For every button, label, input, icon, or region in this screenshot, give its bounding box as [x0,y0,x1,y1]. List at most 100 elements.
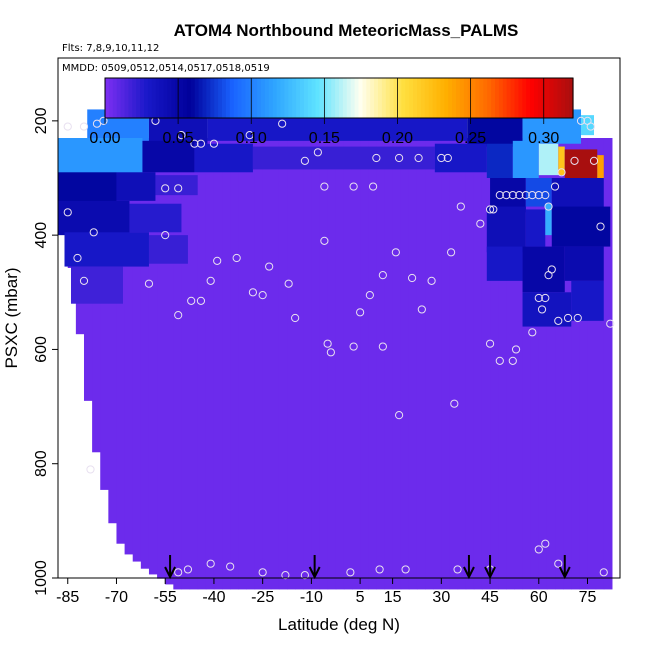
colorbar-segment [401,78,406,118]
heatmap-cell [457,138,467,590]
heatmap-cell [116,138,126,544]
colorbar-segment [296,78,301,118]
colorbar-segment [147,78,153,118]
colorbar-segment [112,78,118,118]
colorbar-segment [549,78,555,118]
colorbar-segment [198,78,204,118]
colorbar-segment [335,78,340,118]
colorbar-segment [374,78,379,118]
colorbar-segment [432,78,438,118]
heatmap-cell [481,138,491,590]
colorbar-segment [222,78,227,118]
heatmap-cell [230,138,239,590]
colorbar-segment [323,78,328,118]
x-tick-label: 75 [579,589,597,606]
heatmap-cell [551,206,611,247]
sample-point [346,568,355,577]
sample-point [528,191,537,200]
heatmap-cell [564,246,604,281]
sample-point [414,153,423,163]
sample-point [547,265,556,274]
sample-point [187,296,196,305]
sample-point [281,571,290,580]
x-tick-label: -10 [300,589,323,606]
colorbar-segment [159,78,165,118]
heatmap-cell [530,138,540,590]
colorbar-segment [452,78,457,118]
sample-point [534,191,543,200]
sample-point [395,153,404,163]
heatmap-cell [351,138,361,590]
colorbar-segment [319,78,324,118]
sample-point [349,182,358,191]
colorbar-tick-label: 0.20 [382,130,413,147]
sample-point [437,153,446,163]
heatmap-cell [70,266,123,304]
sample-point [521,191,530,200]
colorbar-segment [389,78,395,118]
sample-point [485,339,495,348]
sample-point [226,562,235,571]
sample-point [563,313,573,323]
colorbar-segment [214,78,219,118]
colorbar-segment [241,78,246,118]
sample-point [63,208,72,217]
colorbar-segment [132,78,137,118]
arrow-down-icon [484,566,496,580]
heatmap-cell [579,138,589,590]
colorbar-segment [202,78,207,118]
heatmap-cell [100,138,109,490]
x-tick-label: -85 [56,589,79,606]
sample-point [495,191,504,200]
sample-point [586,122,595,131]
heatmap-cell [148,235,188,264]
heatmap-cell [303,138,312,590]
sample-point [395,411,404,420]
colorbar-segment [136,78,141,118]
colorbar-segment [553,78,558,118]
colorbar-segment [557,78,562,118]
arrow-down-icon [308,566,321,580]
colorbar-segment [257,78,262,118]
colorbar-tick-label: 0.30 [528,130,559,147]
heatmap-cell [194,143,253,173]
sample-point [174,311,183,320]
colorbar-segment [120,78,126,118]
sample-point [511,345,521,354]
heatmap-cells [58,109,613,590]
colorbar-segment [491,78,496,118]
colorbar-segment [381,78,387,118]
x-tick-label: 30 [432,589,450,606]
sample-point [417,305,426,314]
colorbar-segment [498,78,504,118]
colorbar-segment [179,78,184,118]
colorbar-segment [167,78,172,118]
colorbar-segment [229,78,235,118]
colorbar-segment [288,78,293,118]
heatmap-cell [486,206,526,253]
sample-point [161,231,170,240]
sample-point [174,184,183,193]
sample-point [349,342,358,351]
colorbar-segment [124,78,129,118]
sample-point [206,559,215,568]
heatmap-cell [433,138,442,590]
colorbar-segment [366,78,371,118]
x-tick-label: 15 [384,589,402,606]
colorbar-segment [342,78,348,118]
heatmap-cell [392,138,402,590]
sample-point [323,339,332,348]
sample-point [537,305,547,314]
colorbar-segment [327,78,332,118]
sample-point [209,139,219,148]
heatmap-cell [197,138,207,590]
sample-point [573,313,582,323]
heatmap-cell [522,246,565,293]
sample-point [320,236,329,245]
colorbar-segment [292,78,297,118]
heatmap-cell [335,138,345,590]
sample-point [554,559,563,568]
colorbar-segment [502,78,508,118]
sample-point [515,191,524,200]
sample-point [544,202,553,211]
